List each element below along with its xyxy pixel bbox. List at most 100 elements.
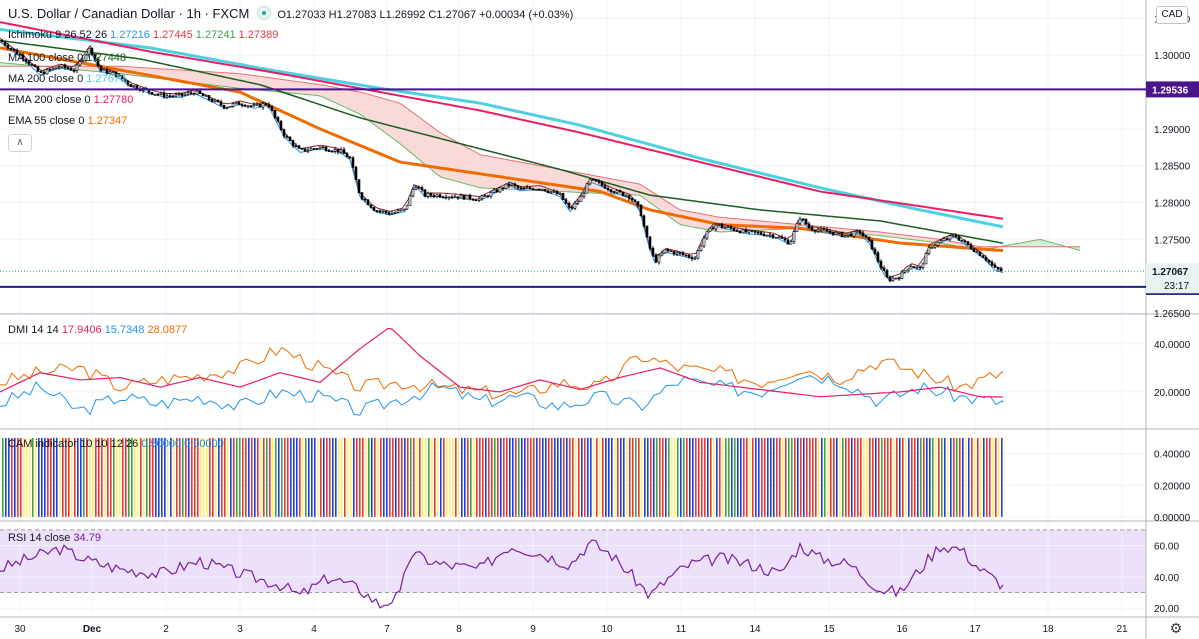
legend-cam[interactable]: CAM indicator 10 10 12 26 0.50000 0.0000…: [8, 437, 224, 451]
cam-bar: [650, 437, 652, 517]
candle-down: [105, 68, 109, 74]
legend-ma100[interactable]: MA 100 close 0 1.27448: [8, 51, 126, 65]
cam-bar: [515, 437, 517, 517]
cam-bar: [644, 437, 646, 517]
candle-down: [963, 240, 967, 243]
cam-bar: [404, 437, 406, 517]
cam-bar: [635, 437, 637, 517]
cam-bar: [797, 437, 799, 517]
cam-bar: [599, 437, 601, 517]
cloud-segment: [332, 86, 336, 104]
candle-up: [552, 191, 556, 193]
candle-up: [498, 187, 502, 193]
cloud-segment: [484, 155, 488, 189]
candle-down: [345, 153, 349, 158]
cloud-segment: [1020, 242, 1024, 247]
cam-bar: [701, 437, 703, 517]
candle-up: [675, 252, 679, 255]
legend-ichimoku[interactable]: Ichimoku 9 26 52 26 1.27216 1.27445 1.27…: [8, 28, 278, 42]
candle-up: [588, 178, 592, 185]
cam-bar: [656, 437, 658, 517]
candle-down: [537, 188, 541, 191]
candle-up: [84, 54, 88, 61]
cam-bar: [890, 437, 892, 517]
cam-bar: [80, 437, 82, 517]
cam-bar: [422, 437, 424, 517]
cam-bar: [509, 437, 511, 517]
legend-ma200-value: 1.27670: [86, 73, 127, 85]
cam-bar: [530, 437, 532, 517]
cam-bar: [392, 437, 394, 517]
legend-ma200[interactable]: MA 200 close 0 1.27670: [8, 72, 126, 86]
candles[interactable]: [0, 39, 1003, 283]
candle-down: [474, 199, 478, 202]
candle-down: [840, 231, 844, 238]
cam-bar: [1001, 437, 1003, 517]
candle-down: [6, 45, 10, 49]
candle-down: [825, 229, 829, 232]
cam-bar: [632, 437, 634, 517]
candle-down: [885, 270, 889, 278]
candle-down: [531, 188, 535, 191]
cloud-segment: [420, 117, 424, 164]
candle-down: [303, 148, 307, 152]
candle-down: [606, 188, 610, 190]
cloud-segment: [464, 145, 468, 185]
cam-bar: [827, 437, 829, 517]
candle-down: [831, 231, 835, 235]
rsi-tick: 60.00: [1154, 542, 1179, 553]
candle-down: [648, 236, 652, 249]
cam-bar: [146, 437, 148, 517]
cam-bar: [698, 437, 700, 517]
cloud-segment: [660, 197, 664, 213]
candle-down: [273, 109, 277, 118]
cam-bar: [326, 437, 328, 517]
candle-down: [243, 104, 247, 107]
collapse-legend-button[interactable]: ∧: [8, 134, 32, 152]
dmi-tick: 40.0000: [1154, 340, 1191, 351]
candle-down: [561, 193, 565, 200]
candle-up: [234, 102, 238, 105]
horizontal-lines[interactable]: [0, 88, 1146, 288]
candle-up: [228, 106, 232, 108]
symbol-title[interactable]: U.S. Dollar / Canadian Dollar · 1h · FXC…: [8, 6, 250, 21]
candle-down: [387, 212, 391, 215]
candle-up: [927, 247, 931, 254]
cloud-segment: [168, 69, 172, 81]
candle-down: [30, 63, 34, 66]
candle-down: [633, 199, 637, 202]
symbol-header[interactable]: U.S. Dollar / Canadian Dollar · 1h · FXC…: [8, 6, 573, 22]
cloud-segment: [1032, 240, 1036, 247]
cam-bar: [359, 437, 361, 517]
cam-bar: [680, 437, 682, 517]
cam-bar: [716, 437, 718, 517]
legend-dmi[interactable]: DMI 14 14 17.9406 15.7348 28.0877: [8, 323, 187, 337]
candle-up: [165, 95, 169, 98]
cloud-segment: [932, 238, 936, 243]
cam-bar: [182, 437, 184, 517]
cam-bar: [605, 437, 607, 517]
cam-bar: [992, 437, 994, 517]
candle-down: [27, 61, 31, 65]
candle-up: [915, 266, 919, 269]
candle-up: [816, 229, 820, 232]
legend-ema200[interactable]: EMA 200 close 0 1.27780: [8, 93, 133, 107]
legend-rsi[interactable]: RSI 14 close 34.79: [8, 531, 101, 545]
legend-ema55[interactable]: EMA 55 close 0 1.27347: [8, 114, 127, 128]
cam-bar: [707, 437, 709, 517]
cam-bar: [980, 437, 982, 517]
cloud-segment: [924, 237, 928, 242]
cam-bar: [785, 437, 787, 517]
candle-down: [336, 149, 340, 153]
cloud-segment: [188, 70, 192, 83]
candle-down: [279, 121, 283, 130]
cam-bar: [86, 437, 88, 517]
currency-button[interactable]: CAD: [1156, 6, 1188, 24]
settings-gear-icon[interactable]: ⚙: [1169, 620, 1183, 636]
cloud-segment: [612, 178, 616, 195]
time-tick: Dec: [83, 624, 102, 635]
candle-down: [417, 187, 421, 189]
cam-bar: [224, 437, 226, 517]
cam-bar: [476, 437, 478, 517]
